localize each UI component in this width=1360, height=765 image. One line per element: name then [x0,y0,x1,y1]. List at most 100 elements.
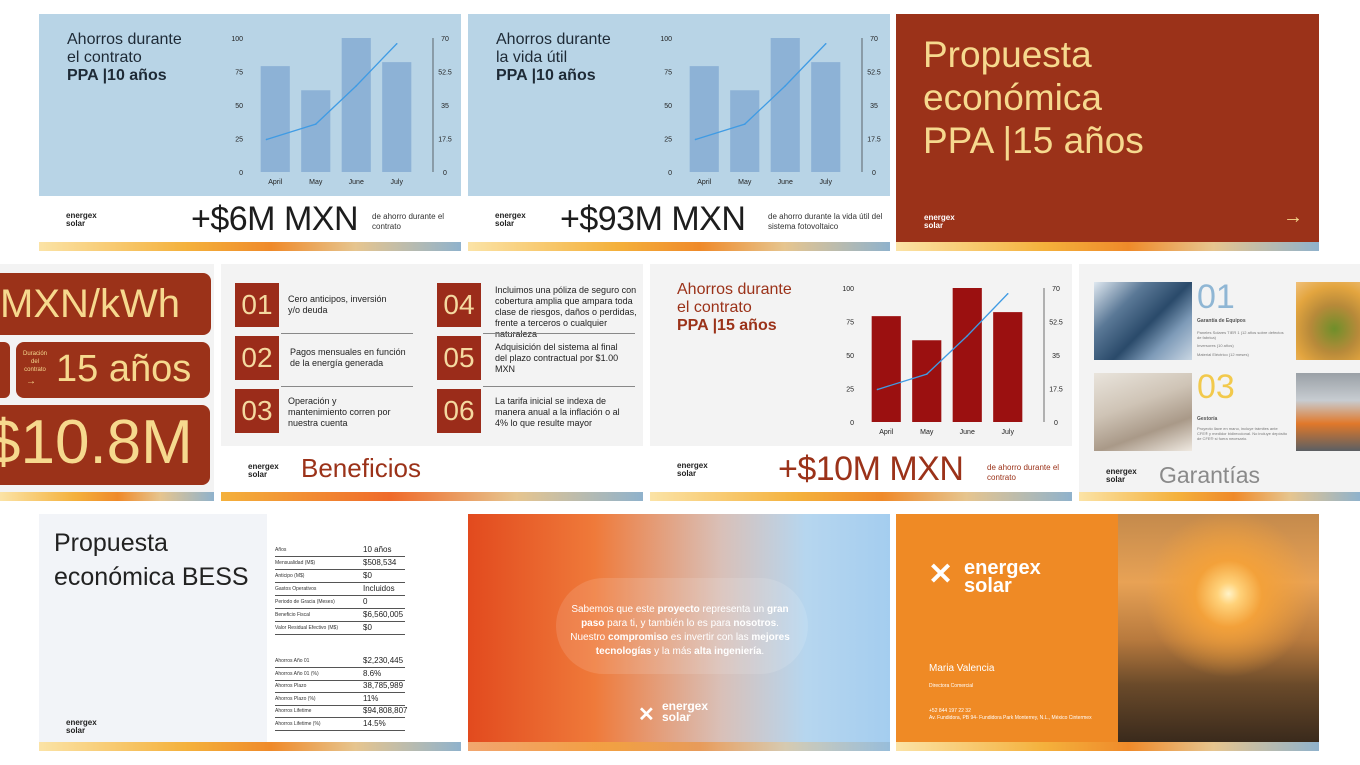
y2-tick-label: 0 [872,170,876,177]
gradient-bar [1079,492,1360,501]
arrow-icon: → [26,376,36,387]
rate-box [0,273,211,335]
slide-contact[interactable]: ✕ energex solar Maria Valencia Directora… [896,514,1319,751]
plant-photo [1296,282,1360,360]
worker-photo [1296,373,1360,451]
x-tick-label: April [879,429,893,436]
table-label: Ahorros Lifetime [275,708,312,714]
energex-logo: energex solar [495,211,526,228]
y-tick-label: 100 [231,36,243,43]
logo-x-icon: ✕ [928,558,954,591]
slide-proposal-ppa15[interactable]: Propuesta económica PPA |15 años energex… [896,14,1319,251]
table-label: Años [275,547,287,553]
next-arrow-icon[interactable]: → [1283,206,1303,228]
table-value: 38,785,989 [363,681,404,690]
title-line: Ahorros durante [67,31,182,48]
section-heading: Garantías [1159,462,1260,488]
duration-value: 15 años [56,348,192,390]
table-label: Gastos Operativos [275,586,317,592]
guarantee-body: Inversores (10 años) [1197,343,1234,348]
table-divider [275,608,405,609]
gradient-bar [650,492,1072,501]
y2-tick-label: 52.5 [867,70,881,77]
table-label: Ahorros Año 01 (%) [275,670,319,677]
series-line [877,293,1009,391]
table-value: 14.5% [363,718,386,728]
number-01: 01 [1197,278,1235,316]
line-point [395,42,398,45]
section-heading: Beneficios [301,453,421,483]
line-point [743,123,746,125]
y2-tick-label: 70 [870,36,878,43]
duration-box [16,342,210,398]
contact-phone[interactable]: +52 844 197 22 32 [929,708,971,714]
chart-title: Ahorros durante el contrato PPA |15 años [677,281,792,335]
benefit-number: 04 [437,283,481,327]
logo-x-icon: ✕ [638,704,655,726]
slide-savings-ppa15-contract[interactable]: Ahorros durante el contrato PPA |15 años… [650,264,1072,501]
table-value: 11% [363,693,379,703]
guarantee-head: Gestoría [1197,416,1218,422]
slide-guarantees[interactable]: 01 Garantía de Equipos Paneles Solares T… [1079,264,1360,501]
number-03: 03 [1197,368,1235,406]
slide-savings-ppa10-lifetime[interactable]: Ahorros durante la vida útil PPA |10 año… [468,14,890,251]
contact-name: Maria Valencia [929,663,995,674]
x-tick-label: May [309,179,323,186]
benefit-text: Operación y mantenimiento corren por nue… [288,396,391,428]
y2-tick-label: 35 [870,103,878,110]
title-line: Ahorros durante [677,281,792,298]
y-tick-label: 50 [235,103,243,110]
savings-caption: de ahorro durante la vida útil del siste… [768,212,883,231]
y2-tick-label: 17.5 [867,137,881,144]
y2-tick-label: 0 [1054,420,1058,427]
slide-pricing-summary[interactable]: MXN/kWh Duración del contrato → 15 años … [0,264,214,501]
y2-tick-label: 52.5 [1049,320,1063,327]
table-divider [275,595,405,596]
table-value: 0 [363,597,368,606]
y2-tick-label: 35 [441,103,449,110]
y-tick-label: 0 [239,170,243,177]
slide-savings-ppa10-contract[interactable]: Ahorros durante el contrato PPA |10 años… [39,14,461,251]
bar [993,312,1023,422]
y-tick-label: 75 [235,70,243,77]
table-label: Ahorros Año 01 [275,658,310,664]
gradient-bar [221,492,643,501]
y-tick-label: 0 [668,170,672,177]
y-tick-label: 100 [842,286,854,293]
x-tick-label: June [960,429,975,436]
y2-tick-label: 17.5 [1049,387,1063,394]
gradient-bar [896,742,1319,751]
bar [871,316,901,422]
table-value: $0 [363,571,372,580]
slide-footer [468,196,890,242]
gradient-bar [39,242,461,251]
divider [483,386,635,387]
table-divider [275,729,405,731]
divider [483,333,635,334]
y-tick-label: 50 [846,353,854,360]
savings-caption: de ahorro durante el contrato [987,463,1060,482]
benefit-number: 01 [235,283,279,327]
proposal-title: Propuesta económica BESS [54,526,249,594]
table-label: Valor Residual Efectivo (M$) [275,625,338,631]
benefit-text: La tarifa inicial se indexa de manera an… [495,396,620,428]
bar [770,38,800,172]
table-value: $6,560,005 [363,610,404,619]
table-value: $0 [363,623,372,632]
y2-tick-label: 52.5 [438,70,452,77]
y-tick-label: 25 [846,387,854,394]
statement-glow [556,578,808,674]
slide-benefits[interactable]: 01 Cero anticipos, inversión y/o deuda 0… [221,264,643,501]
y-tick-label: 0 [850,420,854,427]
guarantee-body: Proyecto llave en mano, incluye trámites… [1197,426,1288,441]
total-value: $10.8M [0,408,193,477]
slide-commitment-statement[interactable]: Sabemos que este proyecto representa un … [468,514,890,751]
line-point [314,123,317,125]
title-bold: PPA |10 años [496,67,596,84]
slide-proposal-bess[interactable]: Propuesta económica BESS Años 10 años Mens… [39,514,461,751]
bar-line-chart: 0 25 50 75 100 0 17.5 35 52.5 70 April May June July [842,286,1063,436]
x-tick-label: July [820,179,833,186]
line-point [784,85,787,87]
gradient-bar [468,742,890,751]
x-tick-label: July [391,179,404,186]
